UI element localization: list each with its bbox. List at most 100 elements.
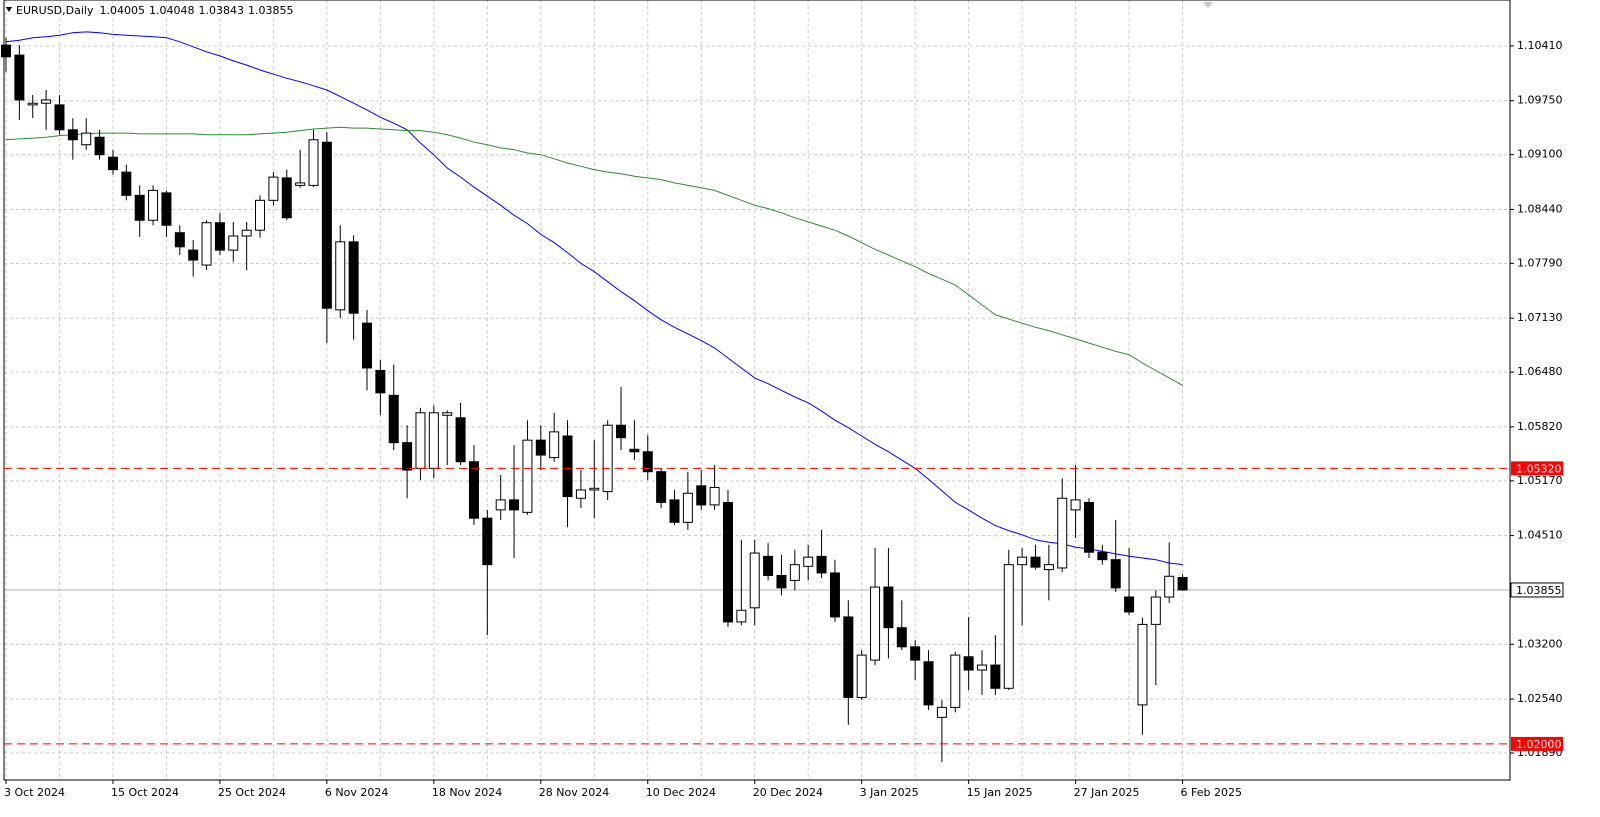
candle-body	[923, 661, 934, 706]
candle-body	[27, 102, 38, 106]
candle-body	[1057, 497, 1068, 569]
y-tick-label: 1.03200	[1517, 637, 1563, 650]
candle-body	[776, 574, 787, 589]
candle-body	[54, 104, 65, 131]
candle-body	[1150, 596, 1161, 625]
level-label: 1.02000	[1516, 738, 1562, 751]
candle-body	[883, 586, 894, 629]
candle-body	[977, 664, 988, 671]
candle-body	[1003, 564, 1014, 689]
y-tick-label: 1.09100	[1517, 148, 1563, 161]
candle-body	[1164, 575, 1175, 598]
y-tick-label: 1.04510	[1517, 529, 1563, 542]
candle-body	[67, 129, 78, 141]
candle-body	[1, 44, 11, 58]
level-tag	[1511, 461, 1563, 476]
candle-body	[1083, 501, 1094, 553]
candle-body	[188, 249, 199, 261]
x-tick-label: 27 Jan 2025	[1074, 786, 1140, 799]
candle-body	[402, 442, 413, 471]
y-tick-label: 1.07790	[1517, 256, 1563, 269]
candle-body	[174, 232, 185, 248]
candle-body	[1110, 559, 1121, 589]
candle-body	[682, 492, 693, 523]
candle-body	[763, 555, 774, 576]
candle-body	[749, 552, 760, 609]
candle-body	[963, 656, 974, 671]
candle-body	[1030, 556, 1041, 568]
marks	[1, 31, 1188, 763]
candle-body	[1177, 577, 1188, 591]
x-tick-label: 6 Nov 2024	[325, 786, 388, 799]
candle-body	[896, 627, 907, 648]
x-tick-label: 15 Jan 2025	[967, 786, 1033, 799]
header: EURUSD,Daily 1.04005 1.04048 1.03843 1.03855	[16, 4, 293, 17]
candle-body	[535, 439, 546, 456]
y-tick-label: 1.05820	[1517, 420, 1563, 433]
candle-body	[990, 664, 1001, 689]
candle-body	[41, 99, 52, 104]
candle-body	[575, 489, 586, 499]
header-arrow	[6, 7, 12, 12]
candle-body	[348, 241, 359, 314]
candle-body	[642, 451, 653, 473]
candle-body	[736, 609, 747, 623]
candle-body	[134, 194, 145, 221]
header-high: 1.04048	[149, 4, 195, 17]
y-tick-label: 1.10410	[1517, 39, 1563, 52]
y-tick-label: 1.05170	[1517, 474, 1563, 487]
candle-body	[255, 199, 266, 231]
candle-body	[509, 499, 520, 511]
candle-body	[656, 471, 667, 503]
candle-body	[1017, 556, 1028, 566]
y-tick-label: 1.06480	[1517, 365, 1563, 378]
price-label: 1.03855	[1516, 584, 1562, 597]
candle-body	[722, 501, 733, 623]
candle-body	[161, 192, 172, 226]
candle-body	[228, 235, 239, 251]
candle-body	[816, 555, 827, 574]
candle-body	[522, 439, 533, 513]
candle-body	[1070, 499, 1081, 511]
plot-frame	[3, 0, 1511, 781]
chart-title: EURUSD,Daily	[16, 4, 94, 17]
candle-body	[321, 141, 332, 309]
candle-body	[870, 586, 881, 661]
candle-body	[709, 486, 720, 506]
candle-body	[415, 412, 426, 469]
candle-body	[843, 616, 854, 698]
candle-body	[910, 646, 921, 661]
candle-body	[375, 369, 386, 394]
x-tick-label: 25 Oct 2024	[218, 786, 286, 799]
candle-body	[696, 485, 707, 506]
candle-body	[789, 564, 800, 581]
candle-body	[589, 487, 600, 491]
candle-body	[468, 461, 479, 519]
candle-body	[442, 412, 453, 416]
candle-body	[1124, 596, 1135, 613]
y-tick-label: 1.09750	[1517, 94, 1563, 107]
price-tag	[1510, 582, 1564, 598]
candle-body	[361, 322, 372, 369]
candle-body	[107, 156, 118, 171]
candle-body	[936, 706, 947, 718]
candle-body	[94, 136, 105, 156]
candle-body	[1043, 564, 1054, 571]
candle-body	[482, 517, 493, 566]
candle-body	[308, 139, 319, 186]
candle-body	[388, 394, 399, 444]
header-close: 1.03855	[248, 4, 294, 17]
candle-body	[562, 435, 573, 498]
candle-body	[495, 499, 506, 511]
level-label: 1.05320	[1516, 462, 1562, 475]
candle-body	[1097, 551, 1108, 561]
candle-body	[268, 176, 279, 201]
candle-body	[669, 499, 680, 523]
candle-body	[629, 448, 640, 453]
y-tick-label: 1.08440	[1517, 202, 1563, 215]
level-tag	[1511, 736, 1563, 751]
candle-body	[148, 189, 159, 221]
